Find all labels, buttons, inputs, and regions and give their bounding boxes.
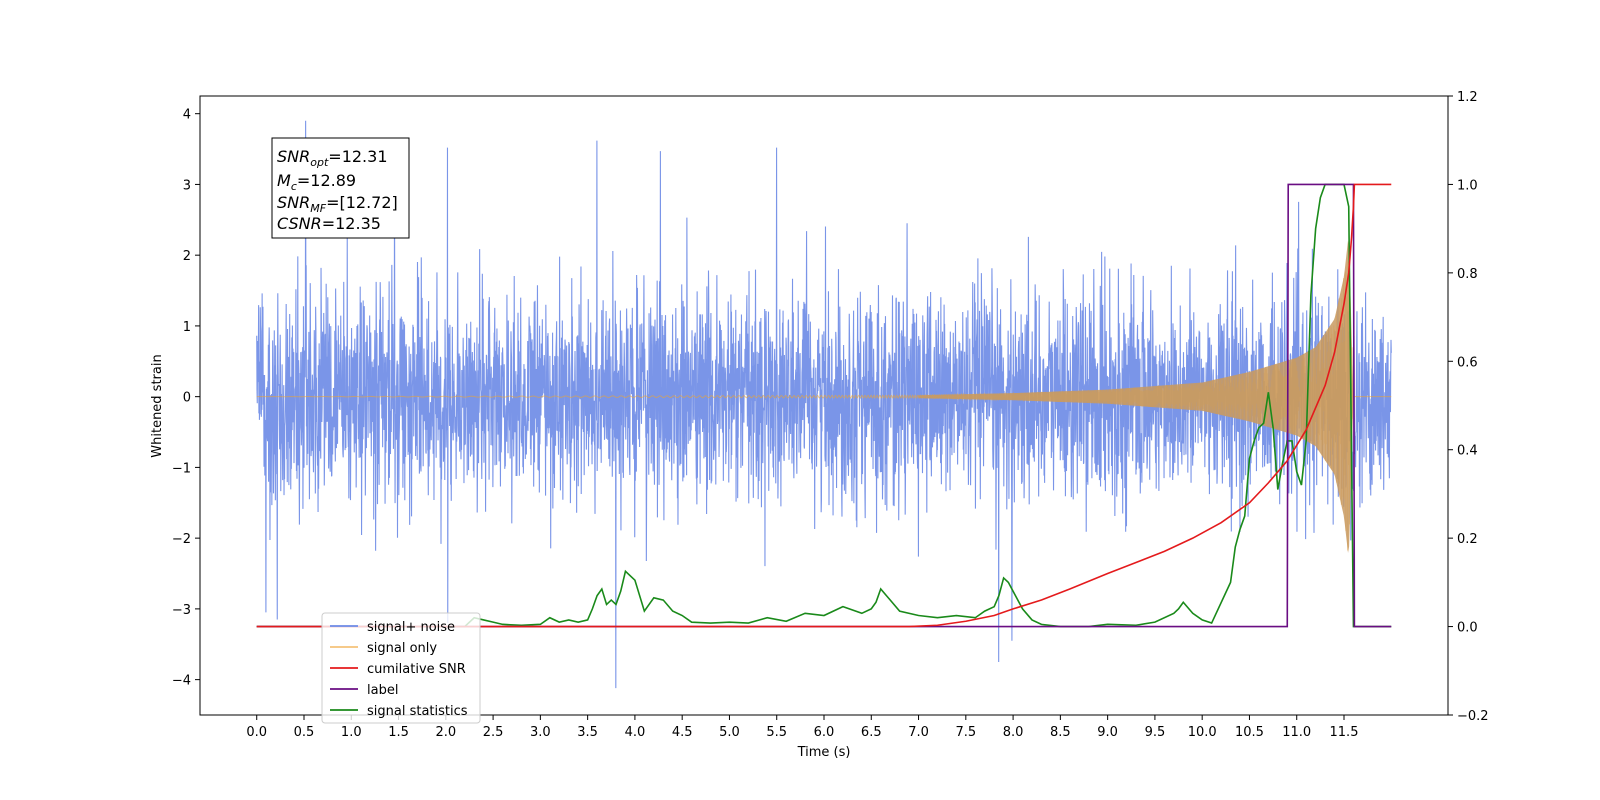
x-tick-label: 6.0: [814, 725, 835, 740]
legend-box: [321, 612, 481, 724]
cumulative-snr-line: [256, 183, 1392, 628]
y-tick-label: 3: [183, 178, 191, 193]
x-tick-label: 10.5: [1235, 725, 1264, 740]
y-axis-label: Whitened strain: [150, 354, 165, 457]
csnr-text: CSNR=12.35: [277, 214, 381, 233]
legend-label: label: [367, 683, 398, 698]
x-tick-label: 4.0: [625, 725, 646, 740]
signal-only-envelope: [918, 240, 1354, 553]
x-tick-label: 1.0: [341, 725, 362, 740]
x-axis-label: Time (s): [797, 745, 851, 760]
y-tick-label: −4: [172, 674, 191, 689]
y-tick-label: −1: [172, 461, 191, 476]
y2-tick-label: 0.4: [1457, 444, 1478, 459]
snr-mf-text: SNRMF=[12.72]: [277, 193, 398, 215]
snr-info-box: SNRopt=12.31 Mc=12.89 SNRMF=[12.72] CSNR…: [271, 137, 410, 239]
plot-area: [256, 120, 1392, 689]
y-tick-label: −2: [172, 532, 191, 547]
y2-tick-label: 1.2: [1457, 90, 1478, 105]
y-tick-label: −3: [172, 603, 191, 618]
legend-label: signal statistics: [367, 704, 468, 719]
x-tick-label: 0.0: [246, 725, 267, 740]
x-tick-label: 9.0: [1097, 725, 1118, 740]
x-tick-label: 3.0: [530, 725, 551, 740]
x-tick-label: 8.0: [1003, 725, 1024, 740]
x-tick-label: 2.5: [483, 725, 504, 740]
signal-statistics-line: [256, 183, 1392, 628]
y-axis-right: −0.2 0.0 0.2 0.4 0.6 0.8 1.0 1.2: [1448, 90, 1489, 724]
label-line: [256, 183, 1392, 628]
y2-tick-label: 0.8: [1457, 267, 1478, 282]
legend-label: signal only: [367, 641, 437, 656]
x-axis: 0.0 0.5 1.0 1.5 2.0 2.5 3.0 3.5 4.0 4.5 5.0 5.5 6.0 6…: [246, 715, 1358, 740]
legend-label: cumilative SNR: [367, 662, 466, 677]
x-tick-label: 4.5: [672, 725, 693, 740]
legend: signal+ noise signal only cumilative SNR la…: [321, 612, 481, 724]
x-tick-label: 5.5: [766, 725, 787, 740]
x-tick-label: 9.5: [1145, 725, 1166, 740]
y-tick-label: 4: [183, 108, 191, 123]
x-tick-label: 3.5: [577, 725, 598, 740]
x-tick-label: 11.5: [1330, 725, 1359, 740]
x-tick-label: 7.5: [955, 725, 976, 740]
x-tick-label: 8.5: [1050, 725, 1071, 740]
y2-tick-label: 0.2: [1457, 532, 1478, 547]
x-tick-label: 2.0: [435, 725, 456, 740]
x-tick-label: 6.5: [861, 725, 882, 740]
signal-plus-noise-line: [256, 120, 1392, 689]
y-axis-left: −4 −3 −2 −1 0 1 2 3 4: [172, 108, 200, 689]
legend-label: signal+ noise: [367, 620, 455, 635]
y2-tick-label: −0.2: [1457, 709, 1489, 724]
y2-tick-label: 0.6: [1457, 355, 1478, 370]
x-tick-label: 11.0: [1282, 725, 1311, 740]
y-tick-label: 0: [183, 391, 191, 406]
x-tick-label: 1.5: [388, 725, 409, 740]
y-tick-label: 1: [183, 320, 191, 335]
x-tick-label: 10.0: [1188, 725, 1217, 740]
x-tick-label: 7.0: [908, 725, 929, 740]
y2-tick-label: 0.0: [1457, 621, 1478, 636]
snr-opt-text: SNRopt=12.31: [277, 147, 388, 169]
mc-text: Mc=12.89: [277, 171, 356, 193]
x-tick-label: 5.0: [719, 725, 740, 740]
y2-tick-label: 1.0: [1457, 178, 1478, 193]
x-tick-label: 0.5: [294, 725, 315, 740]
y-tick-label: 2: [183, 249, 191, 264]
